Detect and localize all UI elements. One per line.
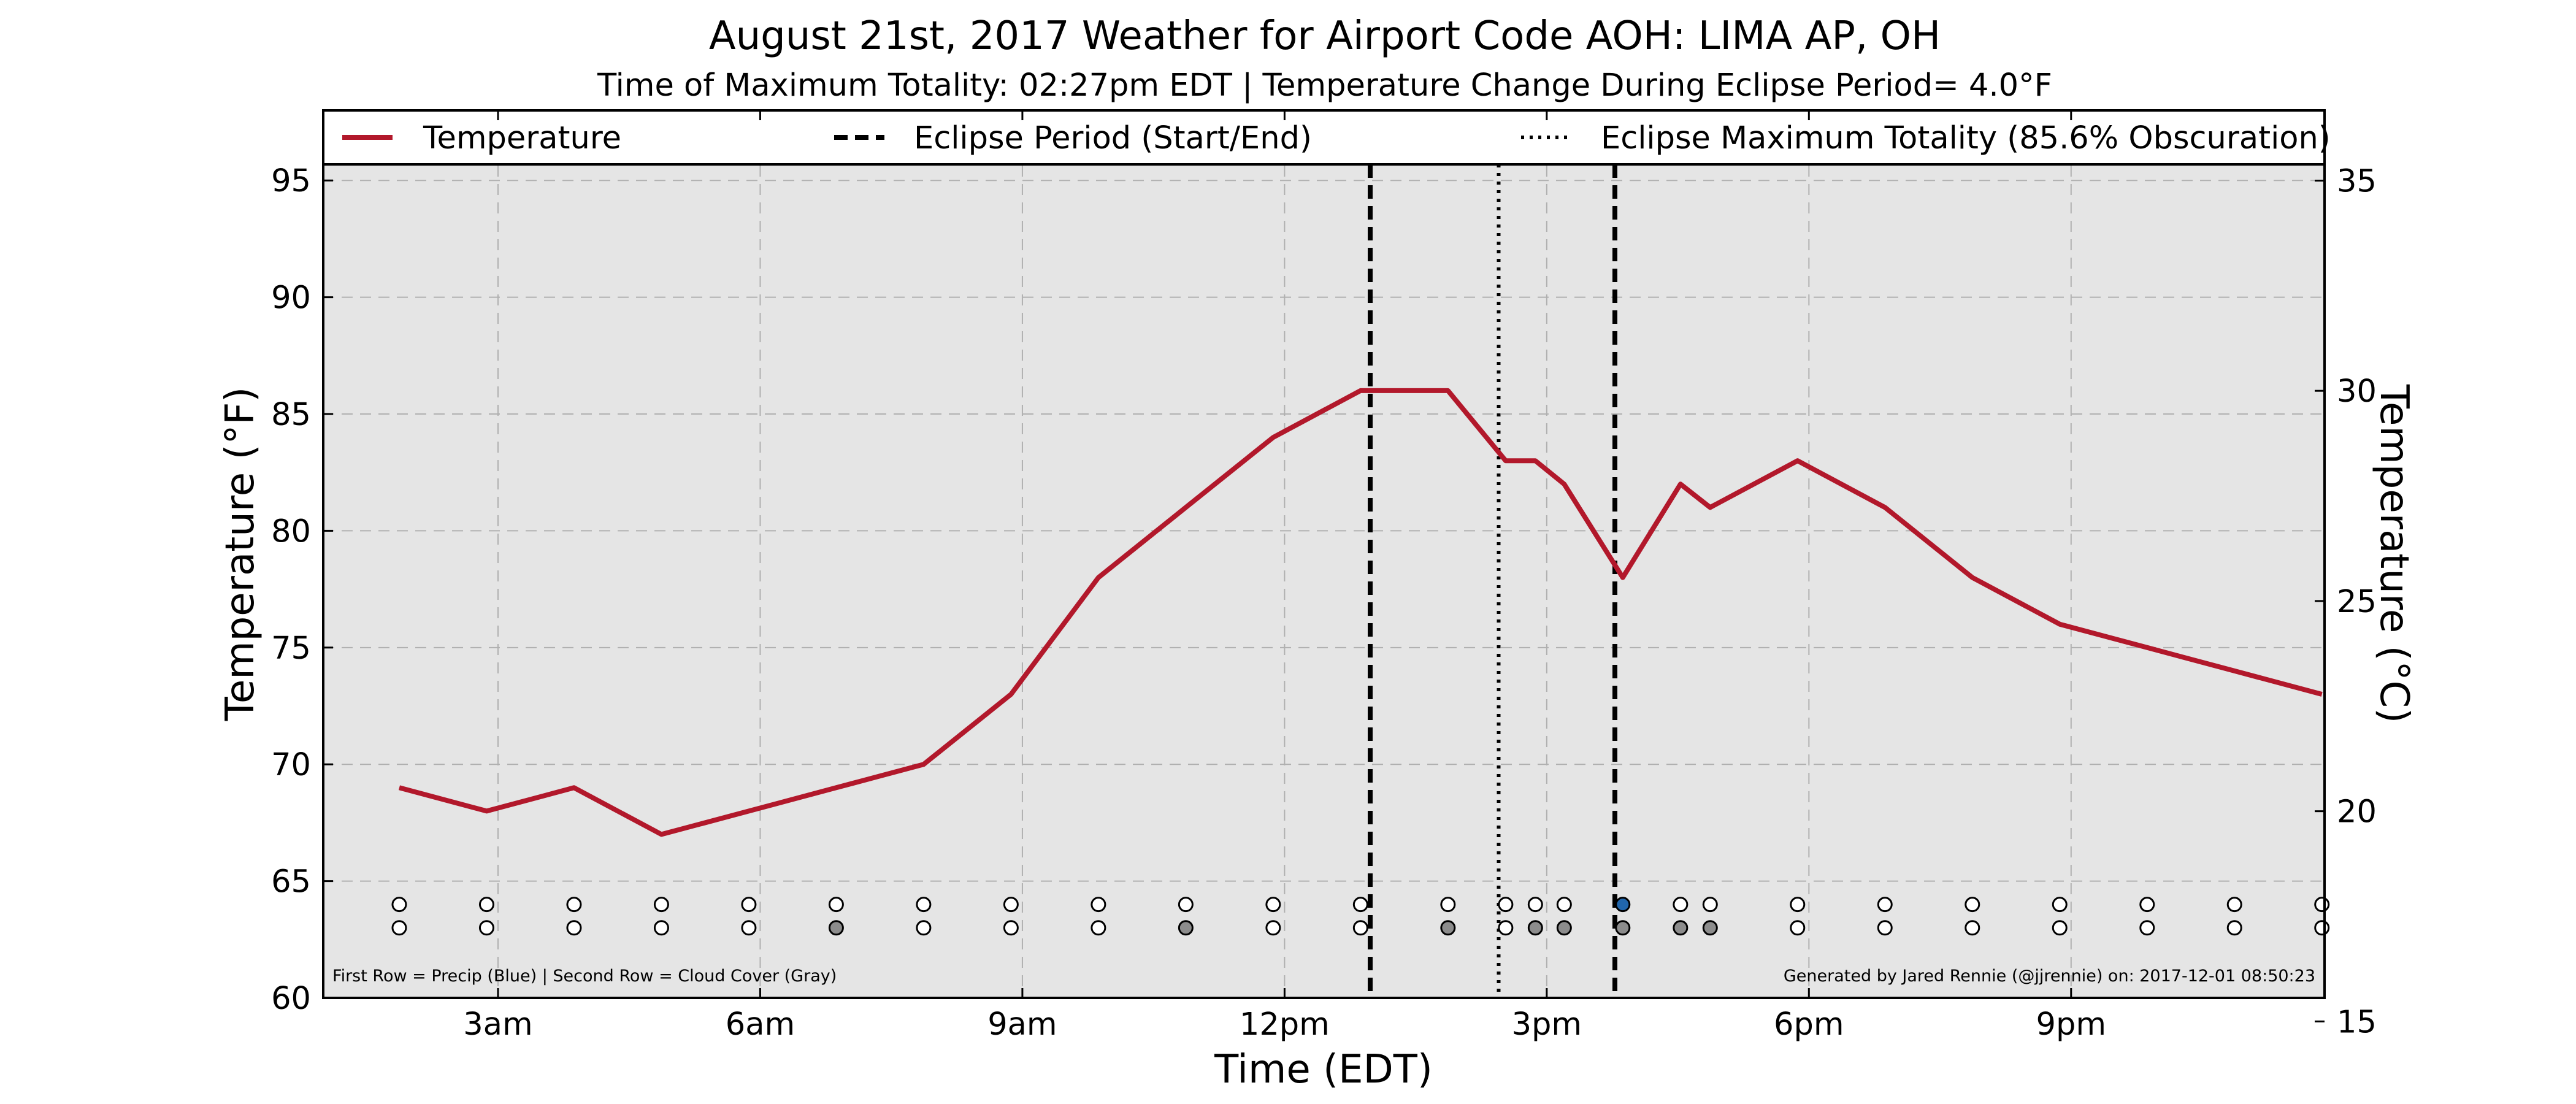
cloud-marker (1965, 920, 1980, 936)
temperature-series (398, 388, 2323, 837)
temperature-line (398, 388, 2323, 837)
y-tick-label: 90 (271, 280, 311, 316)
y-tick-label: 80 (271, 513, 311, 550)
cloud-marker (2226, 920, 2242, 936)
y-tick-label: 85 (271, 397, 311, 433)
x-tick-label: 9am (987, 1006, 1057, 1043)
cloud-marker (1003, 920, 1019, 936)
chart-subtitle: Time of Maximum Totality: 02:27pm EDT | … (597, 67, 2052, 104)
precip-marker (916, 897, 932, 913)
cloud-marker (1091, 920, 1106, 936)
precip-marker (391, 897, 407, 913)
precip-marker (741, 897, 757, 913)
y2-tick-label: 20 (2337, 794, 2377, 830)
cloud-marker (1673, 920, 1689, 936)
cloud-marker (391, 920, 407, 936)
legend-label: Temperature (423, 120, 621, 156)
precip-marker (2226, 897, 2242, 913)
y-tick-label: 60 (271, 981, 311, 1017)
eclipse-lines (1368, 164, 1617, 998)
cloud-marker (1440, 920, 1456, 936)
cloud-marker (1498, 920, 1514, 936)
x-tick-label: 6pm (1774, 1006, 1844, 1043)
precip-marker (2052, 897, 2068, 913)
precip-marker (1790, 897, 1806, 913)
precip-marker (1265, 897, 1281, 913)
precip-marker (566, 897, 582, 913)
precip-marker (1003, 897, 1019, 913)
y2-axis-label: Temperature (°C) (2371, 384, 2417, 723)
cloud-marker (828, 920, 844, 936)
cloud-marker (566, 920, 582, 936)
y2-tick-label: 35 (2337, 163, 2377, 199)
note-right: Generated by Jared Rennie (@jjrennie) on… (1784, 967, 2315, 986)
chart-title: August 21st, 2017 Weather for Airport Co… (709, 13, 1941, 59)
cloud-marker (1790, 920, 1806, 936)
cloud-marker (1877, 920, 1893, 936)
note-left: First Row = Precip (Blue) | Second Row =… (332, 967, 837, 986)
cloud-marker (1527, 920, 1543, 936)
cloud-marker (2139, 920, 2155, 936)
cloud-marker (653, 920, 669, 936)
precip-marker (2139, 897, 2155, 913)
cloud-marker (1556, 920, 1572, 936)
precip-marker (1965, 897, 1980, 913)
precip-marker (2314, 897, 2330, 913)
precip-marker (653, 897, 669, 913)
cloud-marker (1265, 920, 1281, 936)
precip-marker (1440, 897, 1456, 913)
legend: Temperature Eclipse Period (Start/End) Ecl… (342, 120, 2331, 156)
cloud-marker (2052, 920, 2068, 936)
y-tick-label: 95 (271, 163, 311, 199)
y-tick-label: 70 (271, 747, 311, 783)
cloud-marker (1702, 920, 1718, 936)
cloud-marker (741, 920, 757, 936)
precip-marker (1352, 897, 1368, 913)
precip-marker (1091, 897, 1106, 913)
precip-marker (828, 897, 844, 913)
observation-markers (391, 897, 2330, 936)
x-tick-label: 3am (463, 1006, 532, 1043)
cloud-marker (1352, 920, 1368, 936)
y-tick-label: 65 (271, 864, 311, 900)
cloud-marker (1615, 920, 1631, 936)
precip-marker (1498, 897, 1514, 913)
x-tick-label: 12pm (1240, 1006, 1330, 1043)
precip-marker (1877, 897, 1893, 913)
legend-label: Eclipse Maximum Totality (85.6% Obscurat… (1601, 120, 2331, 156)
axis-ticks: 3am 6am 9am 12pm 3pm 6pm 9pm 60 65 70 75 80 85 90 95 15… (271, 110, 2377, 1043)
x-tick-label: 9pm (2036, 1006, 2107, 1043)
precip-marker (1556, 897, 1572, 913)
precip-marker (1615, 897, 1631, 913)
plot-frame (322, 109, 2326, 999)
plot-area (323, 110, 2325, 998)
cloud-marker (1178, 920, 1194, 936)
precip-marker (478, 897, 494, 913)
precip-marker (1527, 897, 1543, 913)
precip-marker (1178, 897, 1194, 913)
legend-label: Eclipse Period (Start/End) (914, 120, 1312, 156)
grid-lines (323, 110, 2325, 998)
y-tick-label: 75 (271, 631, 311, 667)
cloud-marker (2314, 920, 2330, 936)
y2-tick-label: 25 (2337, 584, 2377, 620)
x-tick-label: 6am (726, 1006, 795, 1043)
x-axis-label: Time (EDT) (1214, 1047, 1433, 1092)
y2-tick-label: 15 (2337, 1004, 2377, 1040)
cloud-marker (478, 920, 494, 936)
cloud-marker (916, 920, 932, 936)
y2-tick-label: 30 (2337, 374, 2377, 410)
y-axis-label: Temperature (°F) (218, 387, 263, 722)
x-tick-label: 3pm (1512, 1006, 1582, 1043)
precip-marker (1673, 897, 1689, 913)
precip-marker (1702, 897, 1718, 913)
